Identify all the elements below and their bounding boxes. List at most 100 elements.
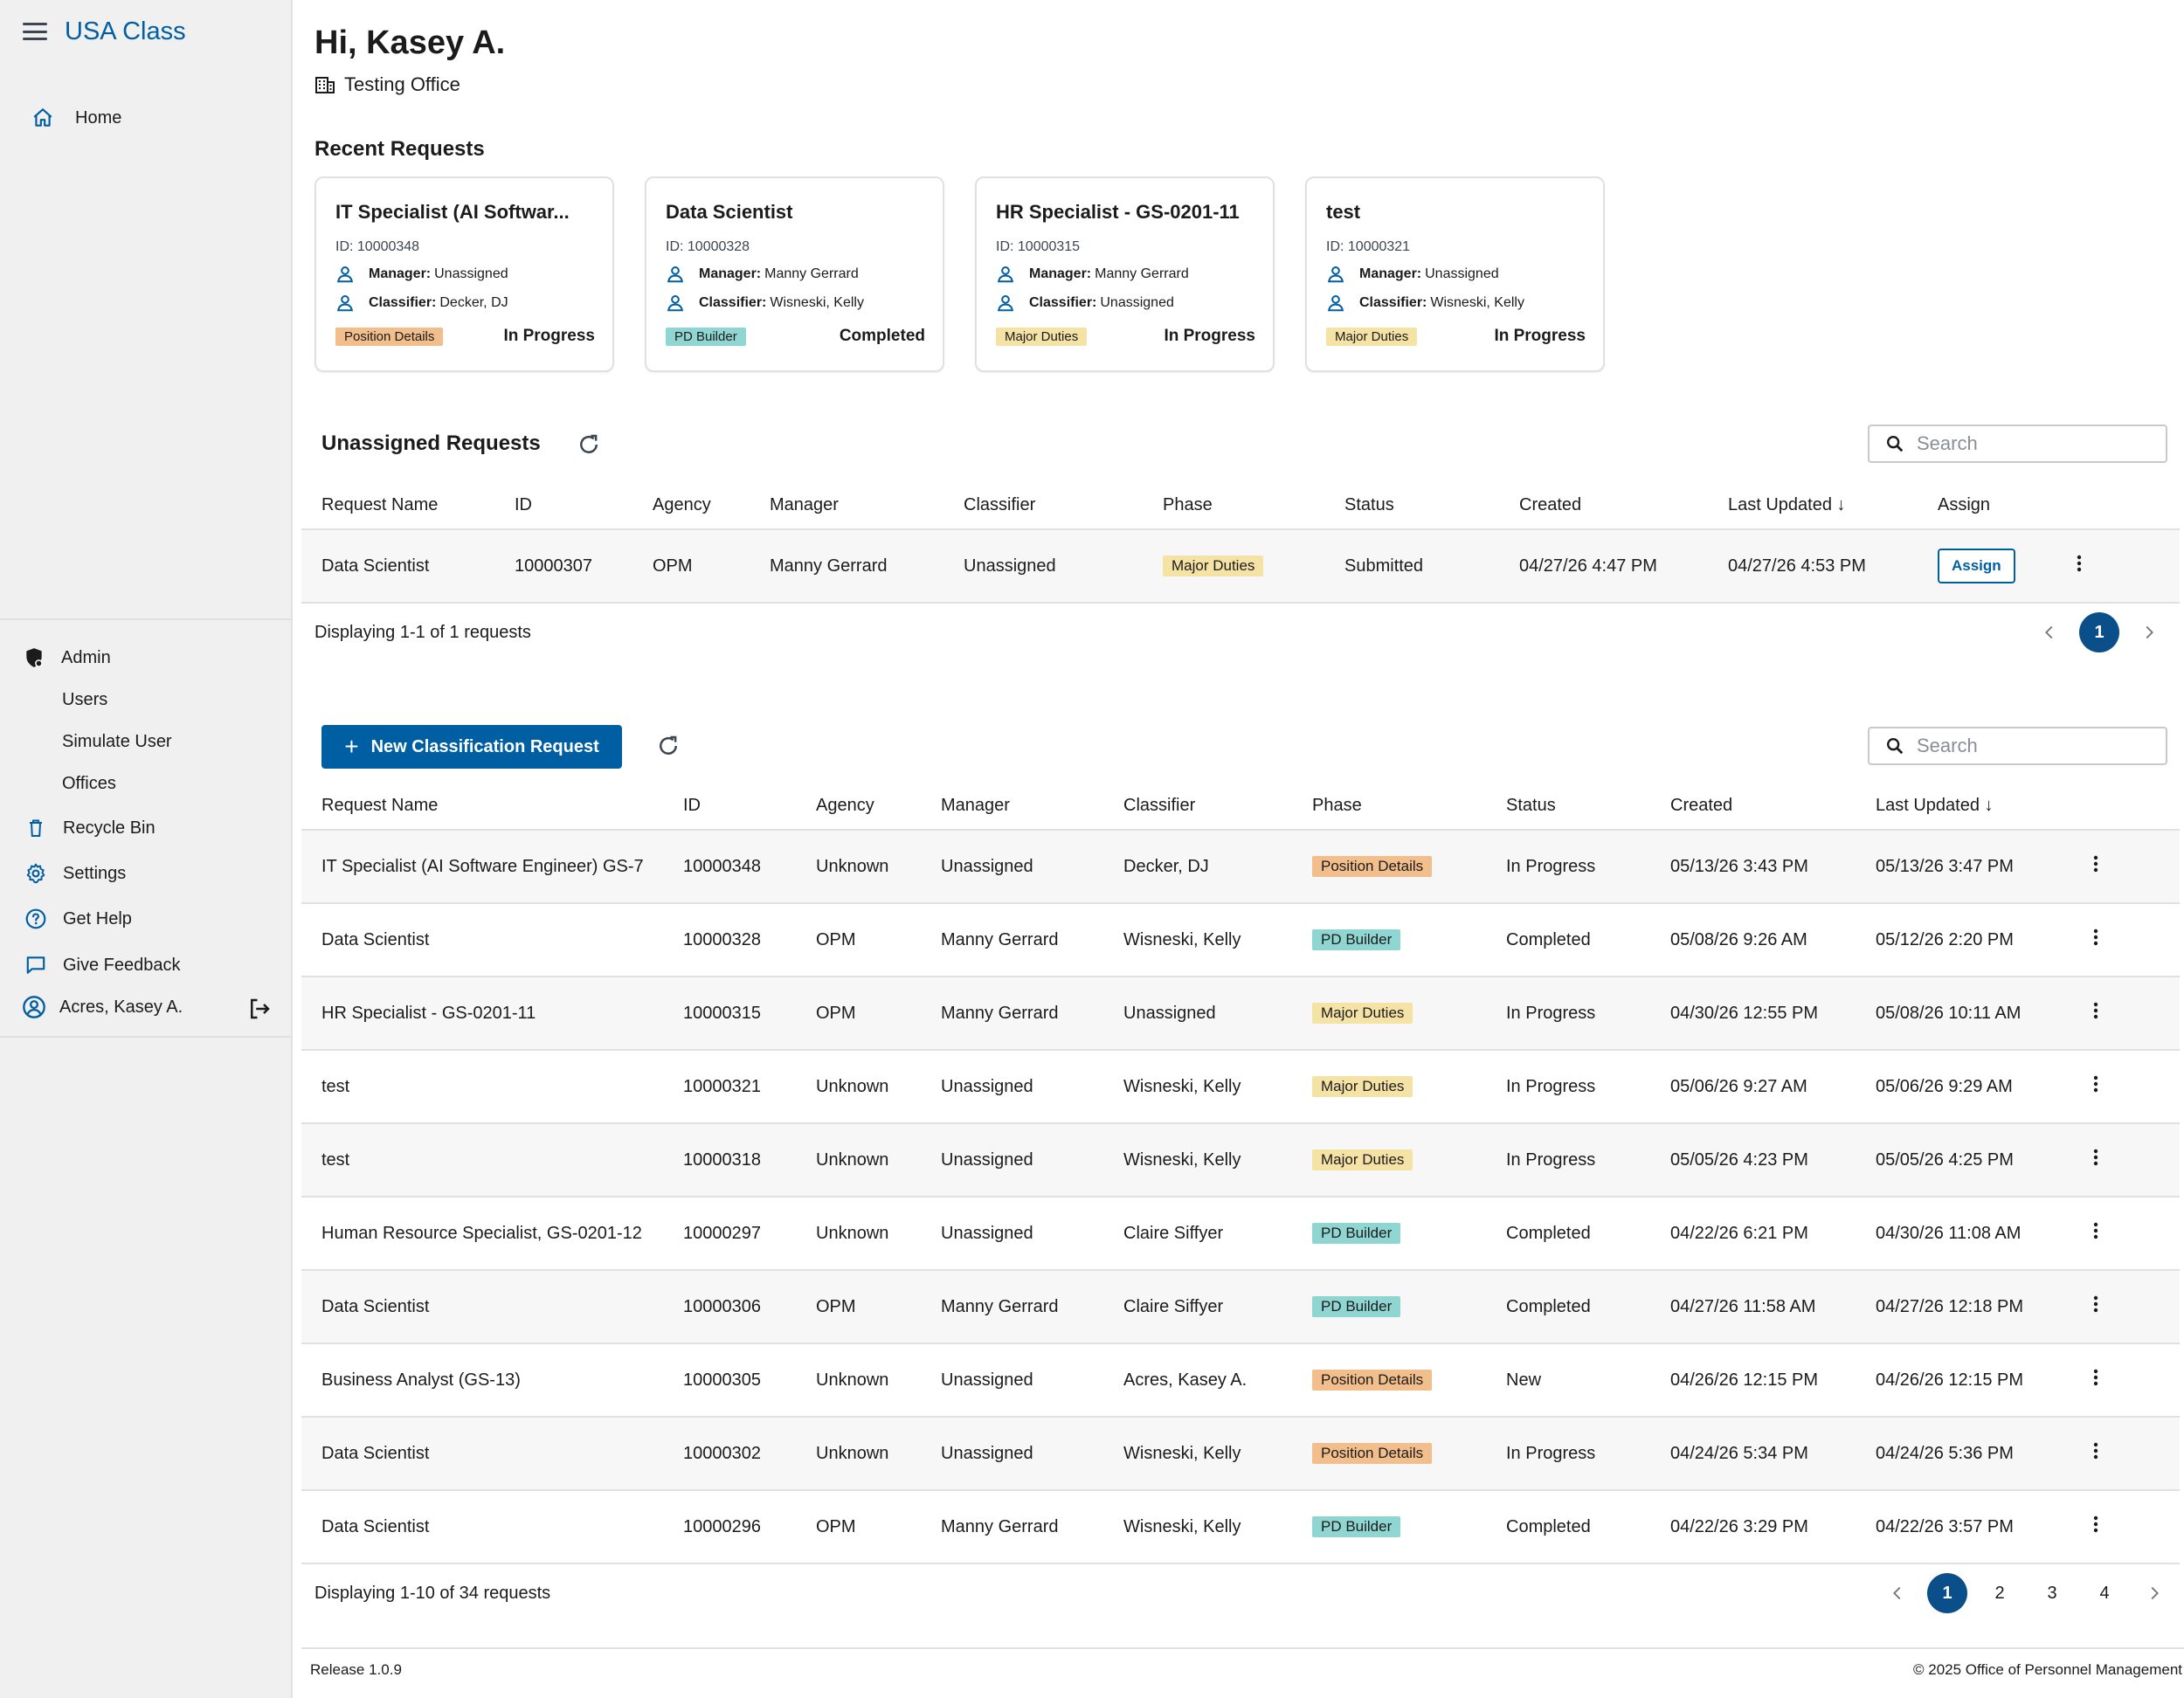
- more-options-icon[interactable]: [2085, 1147, 2106, 1168]
- previous-page-icon[interactable]: [1880, 1573, 1915, 1613]
- more-options-icon[interactable]: [2085, 927, 2106, 948]
- cell-manager: Unassigned: [941, 830, 1123, 904]
- sidebar: USA Class Home Admin Users Simulate User…: [0, 0, 293, 1698]
- sidebar-item-recycle-bin[interactable]: Recycle Bin: [23, 813, 156, 843]
- requests-table: Request Name ID Agency Manager Classifier Pha…: [301, 783, 2180, 1564]
- new-classification-request-button[interactable]: + New Classification Request: [321, 725, 622, 769]
- table-row[interactable]: Data Scientist 10000328 OPM Manny Gerrard Wi…: [301, 903, 2180, 977]
- recent-request-card[interactable]: IT Specialist (AI Softwar... ID: 10000348…: [314, 176, 614, 372]
- column-header: ID: [683, 783, 816, 831]
- cell-created: 05/06/26 9:27 AM: [1670, 1050, 1876, 1124]
- card-classifier: Classifier: Wisneski, Kelly: [1326, 293, 1584, 313]
- cell-created: 04/30/26 12:55 PM: [1670, 977, 1876, 1051]
- sidebar-item-offices[interactable]: Offices: [62, 773, 116, 793]
- cell-id: 10000328: [683, 903, 816, 977]
- more-options-icon[interactable]: [2085, 1514, 2106, 1535]
- column-header[interactable]: Last Updated ↓: [1728, 482, 1938, 530]
- cell-id: 10000302: [683, 1417, 816, 1491]
- more-options-icon[interactable]: [2085, 1000, 2106, 1021]
- table-row[interactable]: IT Specialist (AI Software Engineer) GS-…: [301, 830, 2180, 904]
- logout-icon[interactable]: [246, 996, 274, 1024]
- table-row[interactable]: Data Scientist 10000307 OPM Manny Gerrard Un…: [301, 529, 2180, 604]
- recent-requests-cards: IT Specialist (AI Softwar... ID: 10000348…: [314, 176, 1605, 372]
- cell-updated: 04/27/26 4:53 PM: [1728, 529, 1938, 604]
- column-header: Phase: [1163, 482, 1344, 530]
- search-icon: [1885, 434, 1904, 453]
- recent-request-card[interactable]: Data Scientist ID: 10000328 Manager: Manny …: [645, 176, 944, 372]
- sidebar-item-give-feedback[interactable]: Give Feedback: [23, 950, 181, 980]
- sidebar-item-simulate-user[interactable]: Simulate User: [62, 731, 172, 751]
- cell-agency: Unknown: [816, 1343, 941, 1418]
- column-header: Agency: [816, 783, 941, 831]
- table-row[interactable]: Business Analyst (GS-13) 10000305 Unknown U…: [301, 1343, 2180, 1418]
- more-options-icon[interactable]: [2085, 853, 2106, 874]
- table-row[interactable]: Data Scientist 10000306 OPM Manny Gerrard Cl…: [301, 1270, 2180, 1344]
- unassigned-display-count: Displaying 1-1 of 1 requests: [314, 623, 531, 642]
- table-row[interactable]: HR Specialist - GS-0201-11 10000315 OPM Man…: [301, 977, 2180, 1051]
- recent-request-card[interactable]: HR Specialist - GS-0201-11 ID: 10000315 Ma…: [975, 176, 1275, 372]
- cell-agency: OPM: [653, 529, 770, 604]
- phase-badge: Major Duties: [996, 327, 1088, 346]
- more-options-icon[interactable]: [2085, 1367, 2106, 1388]
- sidebar-item-settings[interactable]: Settings: [23, 859, 126, 888]
- column-header[interactable]: Last Updated ↓: [1876, 783, 2085, 831]
- page-button[interactable]: 1: [2079, 612, 2119, 652]
- table-row[interactable]: Data Scientist 10000296 OPM Manny Gerrard Wi…: [301, 1490, 2180, 1564]
- hamburger-menu-icon[interactable]: [23, 23, 47, 40]
- table-row[interactable]: Data Scientist 10000302 Unknown Unassigned W…: [301, 1417, 2180, 1491]
- page-button[interactable]: 1: [1927, 1573, 1967, 1613]
- sidebar-item-get-help[interactable]: Get Help: [23, 904, 132, 934]
- refresh-icon[interactable]: [655, 733, 683, 761]
- refresh-icon[interactable]: [576, 431, 604, 459]
- sidebar-item-admin[interactable]: Admin: [21, 643, 111, 673]
- phase-badge: PD Builder: [1312, 929, 1401, 950]
- user-circle-icon: [21, 994, 47, 1020]
- next-page-icon[interactable]: [2137, 1573, 2172, 1613]
- page-button[interactable]: 2: [1994, 1583, 2005, 1603]
- cell-name: Data Scientist: [301, 1417, 683, 1491]
- cell-name: Human Resource Specialist, GS-0201-12: [301, 1197, 683, 1271]
- table-row[interactable]: Human Resource Specialist, GS-0201-12 100…: [301, 1197, 2180, 1271]
- previous-page-icon[interactable]: [2032, 612, 2067, 652]
- column-header: Request Name: [301, 482, 515, 530]
- sidebar-item-home[interactable]: Home: [30, 103, 121, 133]
- cell-id: 10000305: [683, 1343, 816, 1418]
- person-icon: [666, 265, 687, 284]
- gear-icon: [23, 860, 49, 887]
- requests-search-input[interactable]: [1917, 735, 2144, 757]
- table-row[interactable]: test 10000318 Unknown Unassigned Wisneski, K…: [301, 1123, 2180, 1198]
- assign-button[interactable]: Assign: [1938, 549, 2015, 583]
- cell-agency: Unknown: [816, 1197, 941, 1271]
- unassigned-search: [1868, 424, 2167, 463]
- cell-created: 04/27/26 4:47 PM: [1519, 529, 1728, 604]
- more-options-icon[interactable]: [2085, 1440, 2106, 1461]
- person-icon: [996, 293, 1017, 313]
- more-options-icon[interactable]: [2069, 553, 2090, 574]
- more-options-icon[interactable]: [2085, 1073, 2106, 1094]
- person-icon: [335, 293, 356, 313]
- app-title[interactable]: USA Class: [65, 17, 186, 45]
- table-row[interactable]: test 10000321 Unknown Unassigned Wisneski, K…: [301, 1050, 2180, 1124]
- cell-name: Data Scientist: [301, 1270, 683, 1344]
- cell-agency: OPM: [816, 903, 941, 977]
- page-button[interactable]: 4: [2099, 1583, 2110, 1603]
- unassigned-search-input[interactable]: [1917, 432, 2144, 455]
- cell-agency: Unknown: [816, 1123, 941, 1198]
- cell-status: Completed: [1506, 1270, 1670, 1344]
- cell-updated: 05/05/26 4:25 PM: [1876, 1123, 2085, 1198]
- next-page-icon[interactable]: [2132, 612, 2167, 652]
- person-icon: [1326, 293, 1347, 313]
- cell-created: 05/05/26 4:23 PM: [1670, 1123, 1876, 1198]
- page-button[interactable]: 3: [2047, 1583, 2057, 1603]
- sidebar-item-users[interactable]: Users: [62, 689, 108, 709]
- recent-request-card[interactable]: test ID: 10000321 Manager: Unassigned Classi…: [1305, 176, 1605, 372]
- column-header: Manager: [941, 783, 1123, 831]
- cell-classifier: Claire Siffyer: [1123, 1270, 1312, 1344]
- more-options-icon[interactable]: [2085, 1220, 2106, 1241]
- more-options-icon[interactable]: [2085, 1294, 2106, 1315]
- cell-updated: 05/13/26 3:47 PM: [1876, 830, 2085, 904]
- person-icon: [996, 265, 1017, 284]
- unassigned-pagination: 1: [2020, 612, 2167, 652]
- phase-badge: Major Duties: [1312, 1076, 1413, 1097]
- sidebar-item-user[interactable]: Acres, Kasey A.: [21, 992, 183, 1022]
